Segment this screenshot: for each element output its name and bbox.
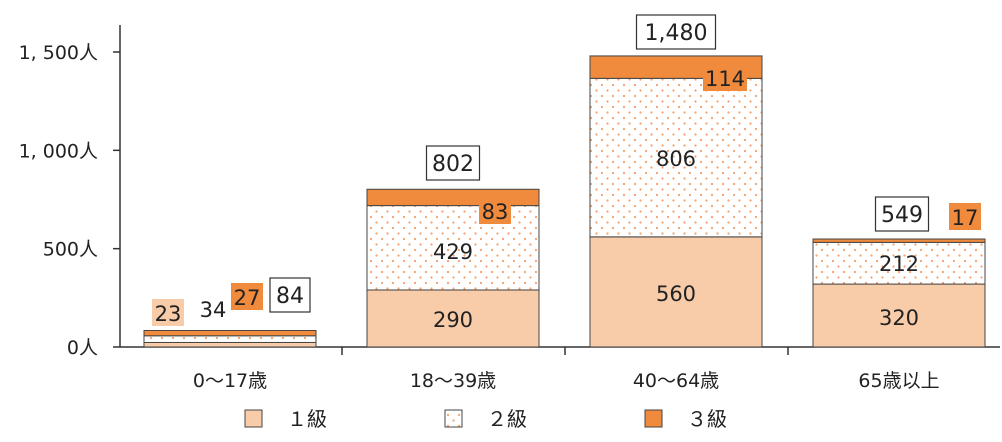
- value-label-bg: [152, 299, 184, 326]
- value-label: 17: [952, 206, 979, 230]
- y-tick-label: 1, 500人: [19, 42, 98, 64]
- value-label: 34: [200, 298, 227, 322]
- value-label: 114: [705, 67, 745, 91]
- total-label-box: [635, 14, 717, 50]
- y-tick-label: 1, 000人: [19, 140, 98, 162]
- value-label: 290: [433, 308, 473, 332]
- bars: [143, 55, 986, 348]
- legend-swatch: [644, 409, 663, 428]
- legend-swatch: [244, 409, 263, 428]
- labels: 0～17歳 18～39歳 40～64歳 65歳以上 23 34 27 290 429 83 560 8…: [152, 14, 981, 392]
- x-tick-label: 65歳以上: [858, 370, 939, 392]
- total-label: 84: [276, 284, 304, 309]
- bar-segment: [812, 238, 986, 243]
- bar-segment: [812, 241, 986, 285]
- legend-label: ３級: [687, 407, 727, 431]
- value-label: 83: [482, 200, 509, 224]
- legend: １級 ２級 ３級: [244, 407, 727, 431]
- value-label-bg: [703, 64, 747, 91]
- value-label: 560: [656, 282, 696, 306]
- legend-swatch: [444, 409, 463, 428]
- y-tick-label: 500人: [43, 239, 98, 261]
- x-tick-label: 0～17歳: [193, 370, 267, 392]
- total-label: 802: [432, 152, 474, 177]
- bar-segment: [812, 283, 986, 348]
- total-label-box: [269, 277, 311, 313]
- bar-segment: [143, 341, 317, 348]
- bar-segment: [143, 335, 317, 343]
- value-label: 429: [433, 240, 473, 264]
- y-tick-label: 0人: [67, 337, 98, 359]
- legend-label: １級: [287, 407, 327, 431]
- x-tick-label: 40～64歳: [633, 370, 719, 392]
- total-label: 1,480: [645, 21, 708, 46]
- value-label: 23: [155, 302, 182, 326]
- bar-segment: [589, 77, 763, 238]
- value-label: 212: [879, 252, 919, 276]
- total-label-box: [874, 196, 930, 232]
- value-label-bg: [949, 203, 981, 230]
- value-label-bg: [479, 197, 511, 224]
- value-label-bg: [231, 283, 263, 310]
- value-label: 27: [234, 286, 261, 310]
- value-label: 806: [656, 147, 696, 171]
- x-tick-label: 18～39歳: [410, 370, 496, 392]
- total-label-box: [425, 145, 481, 181]
- bar-segment: [589, 236, 763, 348]
- bar-segment: [143, 329, 317, 337]
- bar-segment: [366, 188, 540, 207]
- total-label: 549: [881, 203, 923, 228]
- value-label: 320: [879, 306, 919, 330]
- legend-label: ２級: [487, 407, 527, 431]
